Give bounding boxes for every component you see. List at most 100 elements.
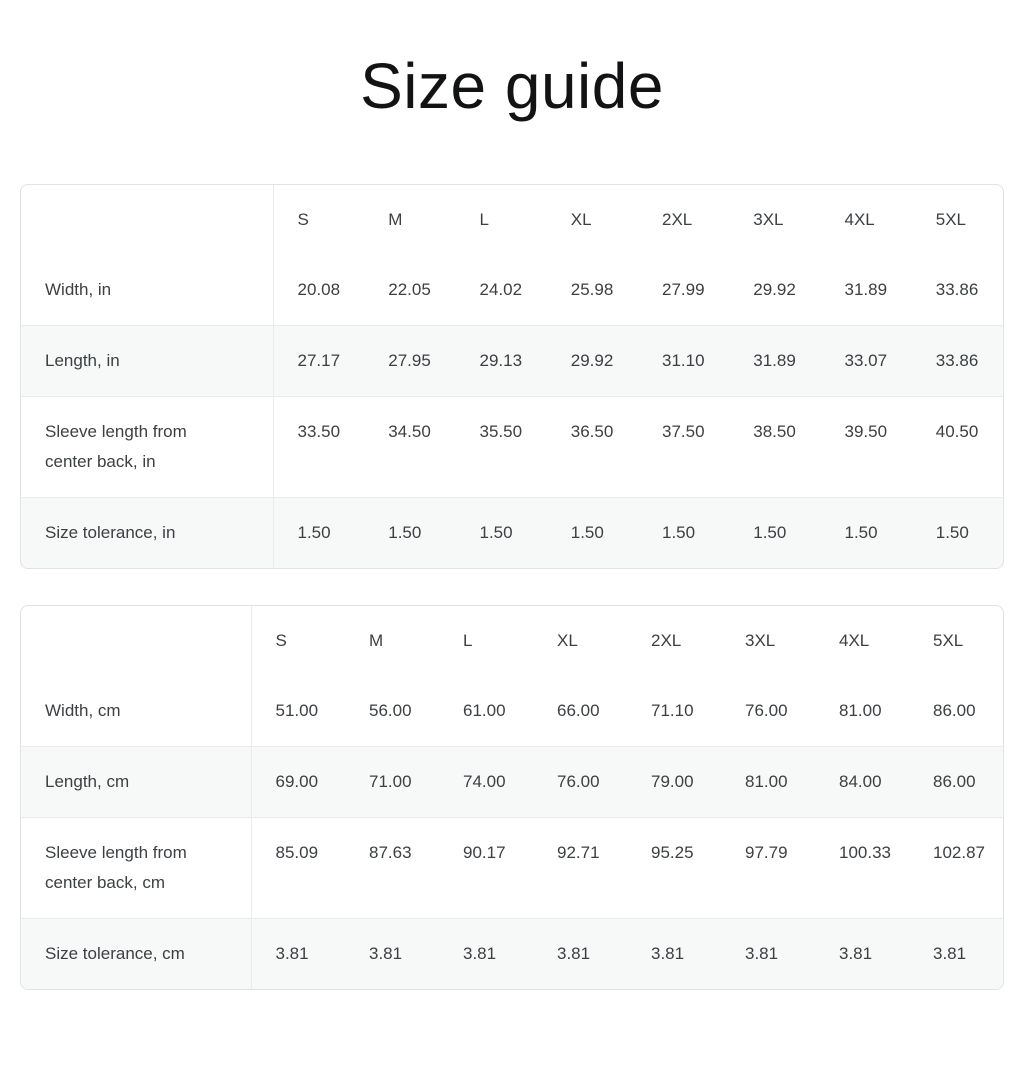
size-value-cell: 1.50 (638, 497, 730, 568)
row-label: Length, in (21, 325, 274, 397)
size-value-cell: 71.00 (345, 746, 439, 818)
size-value-cell: 95.25 (627, 817, 721, 919)
table-row: Sleeve length from center back, in 33.50 3… (21, 396, 1003, 498)
size-value-cell: 76.00 (745, 701, 788, 720)
size-column-header-3xl: 3XL (745, 631, 776, 650)
size-value-cell: 1.50 (455, 497, 547, 568)
size-column-header-4xl: 4XL (844, 210, 875, 229)
size-value-cell: 40.50 (911, 396, 1003, 498)
size-table-inches-grid: S M L XL 2XL 3XL 4XL 5XL Width, in 20.08 22.05 24.0… (21, 185, 1003, 568)
size-value-cell: 31.89 (729, 325, 821, 397)
row-label: Size tolerance, cm (21, 918, 252, 989)
size-value-cell: 102.87 (909, 817, 1003, 919)
table-row: Length, in 27.17 27.95 29.13 29.92 31.10 31.89… (21, 325, 1003, 397)
size-value-cell: 86.00 (909, 746, 1003, 818)
size-value-cell: 33.86 (911, 325, 1003, 397)
size-column-header-5xl: 5XL (933, 631, 964, 650)
size-value-cell: 27.17 (273, 325, 365, 397)
size-value-cell: 35.50 (455, 396, 547, 498)
size-column-header-2xl: 2XL (662, 210, 693, 229)
table-row: Size tolerance, cm 3.81 3.81 3.81 3.81 3.81 3.… (21, 918, 1003, 989)
row-label: Width, cm (21, 676, 252, 747)
size-value-cell: 66.00 (557, 701, 600, 720)
size-value-cell: 90.17 (439, 817, 533, 919)
row-label: Width, in (21, 255, 274, 326)
size-table-centimeters: S M L XL 2XL 3XL 4XL 5XL Width, cm 51.00 56.00 61.0… (20, 605, 1004, 990)
size-value-cell: 34.50 (364, 396, 456, 498)
size-value-cell: 56.00 (369, 701, 412, 720)
corner-cell (21, 185, 274, 255)
size-value-cell: 3.81 (533, 918, 627, 989)
size-value-cell: 51.00 (275, 701, 319, 720)
size-header-row: S M L XL 2XL 3XL 4XL 5XL (21, 185, 1003, 255)
size-value-cell: 33.50 (273, 396, 365, 498)
table-row: Width, in 20.08 22.05 24.02 25.98 27.99 29.92 3… (21, 255, 1003, 326)
size-value-cell: 22.05 (388, 280, 431, 299)
table-row: Length, cm 69.00 71.00 74.00 76.00 79.00 81.00… (21, 746, 1003, 818)
row-label: Sleeve length from center back, cm (21, 817, 252, 919)
row-label: Size tolerance, in (21, 497, 274, 568)
size-value-cell: 79.00 (627, 746, 721, 818)
size-value-cell: 61.00 (463, 701, 506, 720)
size-value-cell: 25.98 (570, 280, 614, 299)
size-table-centimeters-grid: S M L XL 2XL 3XL 4XL 5XL Width, cm 51.00 56.00 61.0… (21, 606, 1003, 989)
size-value-cell: 3.81 (345, 918, 439, 989)
size-column-header-5xl: 5XL (935, 210, 966, 229)
size-value-cell: 1.50 (273, 497, 365, 568)
size-value-cell: 36.50 (546, 396, 638, 498)
size-column-header-s: S (275, 631, 287, 650)
size-value-cell: 29.92 (753, 280, 796, 299)
size-column-header-s: S (297, 210, 309, 229)
size-value-cell: 1.50 (546, 497, 638, 568)
size-value-cell: 29.92 (546, 325, 638, 397)
size-value-cell: 84.00 (815, 746, 909, 818)
table-row: Width, cm 51.00 56.00 61.00 66.00 71.10 76.00 8… (21, 676, 1003, 747)
size-value-cell: 1.50 (729, 497, 821, 568)
size-value-cell: 1.50 (911, 497, 1003, 568)
size-column-header-m: M (388, 210, 403, 229)
size-value-cell: 3.81 (721, 918, 815, 989)
size-value-cell: 69.00 (251, 746, 345, 818)
size-value-cell: 87.63 (345, 817, 439, 919)
size-value-cell: 24.02 (479, 280, 523, 299)
size-value-cell: 81.00 (839, 701, 882, 720)
size-value-cell: 3.81 (815, 918, 909, 989)
size-value-cell: 97.79 (721, 817, 815, 919)
size-column-header-xl: XL (570, 210, 592, 229)
size-table-inches: S M L XL 2XL 3XL 4XL 5XL Width, in 20.08 22.05 24.0… (20, 184, 1004, 569)
size-value-cell: 29.13 (455, 325, 547, 397)
size-value-cell: 31.10 (638, 325, 730, 397)
size-value-cell: 38.50 (729, 396, 821, 498)
size-value-cell: 33.86 (935, 280, 979, 299)
size-value-cell: 85.09 (251, 817, 345, 919)
size-column-header-4xl: 4XL (839, 631, 870, 650)
size-column-header-xl: XL (557, 631, 578, 650)
size-value-cell: 31.89 (844, 280, 888, 299)
size-column-header-2xl: 2XL (651, 631, 682, 650)
table-row: Size tolerance, in 1.50 1.50 1.50 1.50 1.50 1.… (21, 497, 1003, 568)
size-value-cell: 27.99 (662, 280, 705, 299)
size-value-cell: 27.95 (364, 325, 456, 397)
size-value-cell: 3.81 (627, 918, 721, 989)
size-value-cell: 20.08 (297, 280, 341, 299)
row-label: Sleeve length from center back, in (21, 396, 274, 498)
size-value-cell: 100.33 (815, 817, 909, 919)
corner-cell (21, 606, 252, 676)
size-value-cell: 1.50 (364, 497, 456, 568)
size-value-cell: 74.00 (439, 746, 533, 818)
size-value-cell: 39.50 (820, 396, 912, 498)
size-value-cell: 33.07 (820, 325, 912, 397)
row-label: Length, cm (21, 746, 252, 818)
size-column-header-l: L (479, 210, 489, 229)
size-value-cell: 3.81 (439, 918, 533, 989)
size-value-cell: 86.00 (933, 701, 976, 720)
page-title: Size guide (360, 50, 664, 122)
table-row: Sleeve length from center back, cm 85.09 8… (21, 817, 1003, 919)
size-value-cell: 3.81 (909, 918, 1003, 989)
size-value-cell: 3.81 (251, 918, 345, 989)
size-tables-area: S M L XL 2XL 3XL 4XL 5XL Width, in 20.08 22.05 24.0… (0, 184, 1024, 990)
size-value-cell: 76.00 (533, 746, 627, 818)
size-value-cell: 71.10 (651, 701, 694, 720)
size-column-header-l: L (463, 631, 473, 650)
size-column-header-m: M (369, 631, 384, 650)
